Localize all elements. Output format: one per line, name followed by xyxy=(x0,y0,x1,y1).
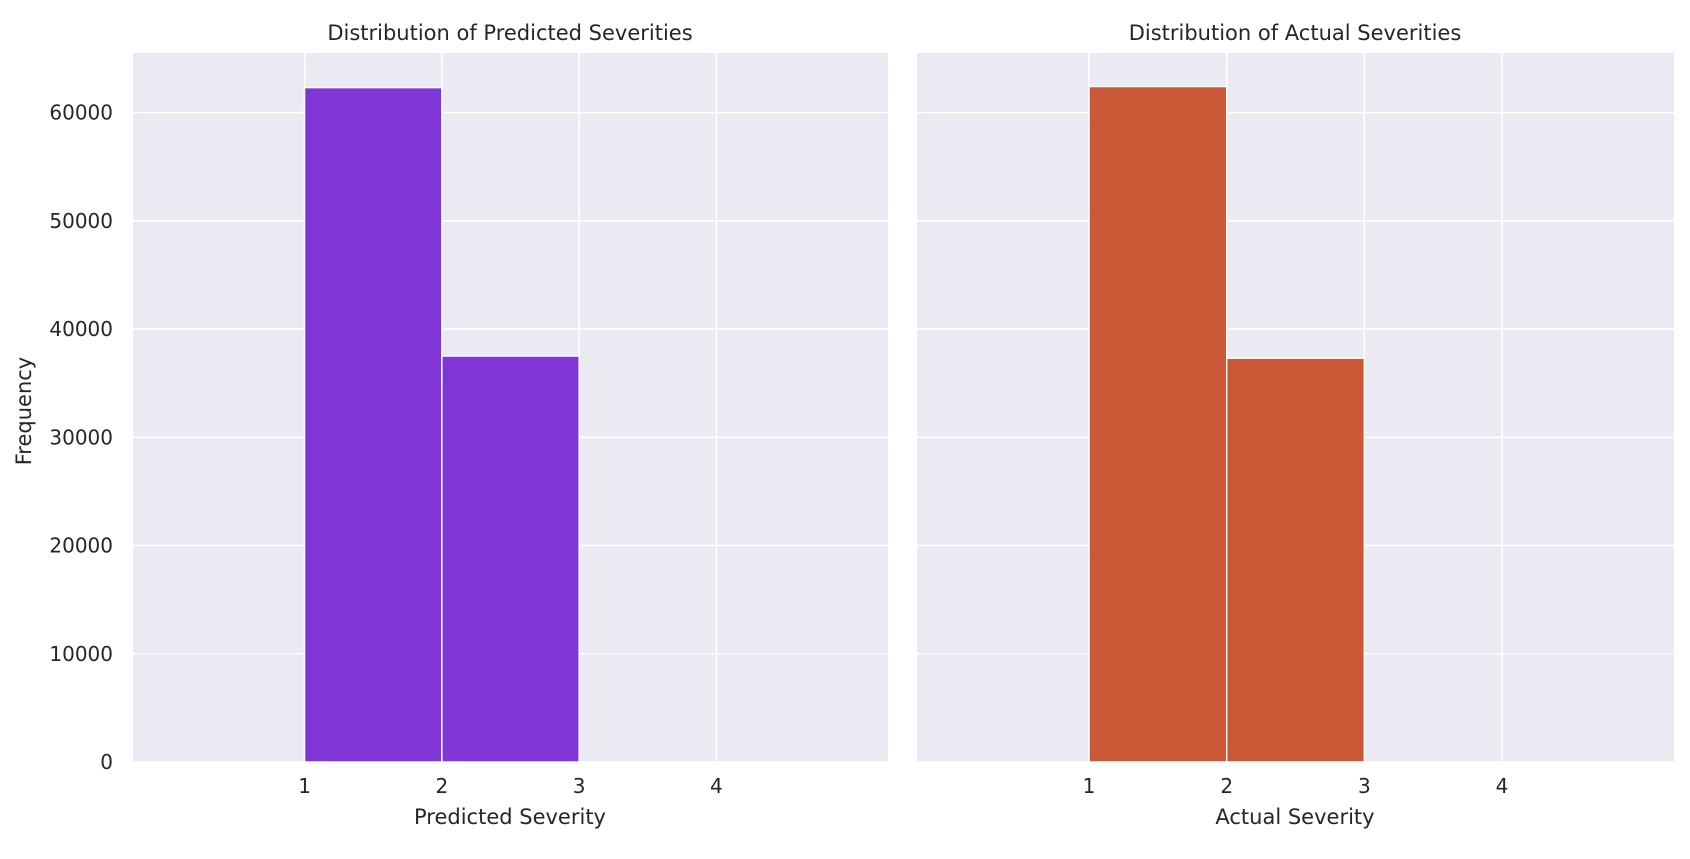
y-tick-label: 10000 xyxy=(49,642,113,666)
x-tick-label: 3 xyxy=(573,774,586,798)
y-tick-label: 40000 xyxy=(49,317,113,341)
x-tick-label: 4 xyxy=(710,774,723,798)
histogram-bar-predicted-2 xyxy=(441,355,580,763)
actual-severity-panel: Distribution of Actual Severities Actual… xyxy=(917,21,1674,829)
chart-title-predicted: Distribution of Predicted Severities xyxy=(327,21,692,45)
chart-title-actual: Distribution of Actual Severities xyxy=(1129,21,1462,45)
y-tick-label: 20000 xyxy=(49,534,113,558)
histogram-bar-predicted-1 xyxy=(303,86,443,763)
x-tick-label: 3 xyxy=(1358,774,1371,798)
predicted-severity-panel: Distribution of Predicted Severities Pre… xyxy=(49,21,888,829)
x-tick-label: 2 xyxy=(1220,774,1233,798)
y-axis-label: Frequency xyxy=(12,357,36,466)
y-tick-label: 50000 xyxy=(49,209,113,233)
x-tick-label: 1 xyxy=(298,774,311,798)
y-tick-label: 30000 xyxy=(49,425,113,449)
y-tick-label: 0 xyxy=(100,750,113,774)
x-axis-label-actual: Actual Severity xyxy=(1215,805,1374,829)
x-tick-label: 1 xyxy=(1083,774,1096,798)
x-tick-label: 4 xyxy=(1496,774,1509,798)
y-tick-label: 60000 xyxy=(49,101,113,125)
histogram-bar-actual-1 xyxy=(1088,85,1228,763)
x-tick-label: 2 xyxy=(435,774,448,798)
x-axis-label-predicted: Predicted Severity xyxy=(414,805,606,829)
histogram-bar-actual-2 xyxy=(1225,357,1366,763)
